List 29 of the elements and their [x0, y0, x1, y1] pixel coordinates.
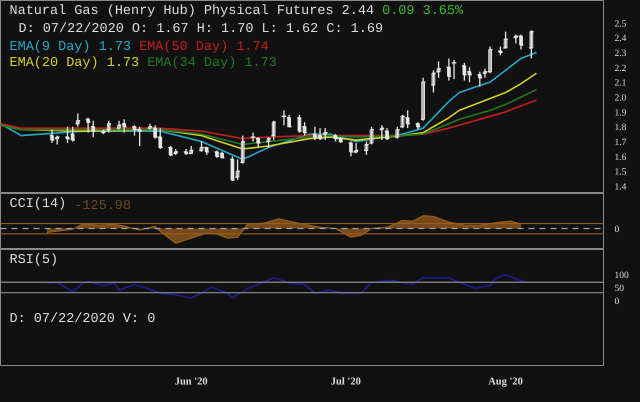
annotation: 0.09 3.65%	[382, 4, 464, 19]
chart-title: Natural Gas (Henry Hub) Physical Futures 2.44	[10, 4, 374, 19]
x-tick-label: Jun '20	[174, 376, 208, 388]
y-tick-label: 1.6	[614, 152, 627, 163]
y-tick-label: 100	[614, 270, 629, 281]
text: EMA(9 Day) 1.73	[10, 40, 132, 55]
y-tick-label: 50	[614, 284, 624, 294]
y-tick-label: 1.4	[614, 182, 627, 193]
y-tick-label: 2.1	[614, 78, 627, 89]
text: EMA(34 Day) 1.73	[147, 56, 277, 71]
y-tick-label: 2.0	[614, 94, 627, 104]
x-tick-label: Aug '20	[488, 376, 523, 388]
y-tick-label: 2.4	[614, 34, 627, 44]
x-tick-label: Jul '20	[330, 376, 361, 388]
y-tick-label: 1.5	[614, 168, 627, 178]
y-tick-label: 0	[614, 296, 620, 307]
annotation: D: 07/22/2020 V: 0	[10, 312, 156, 327]
y-tick-label: 2.5	[614, 19, 627, 30]
text: -125.98	[74, 199, 132, 214]
annotation: D: 07/22/2020 O: 1.67 H: 1.70 L: 1.62 C: 1.69	[18, 22, 384, 37]
y-tick-label: 1.9	[614, 108, 627, 118]
y-tick-label: 2.3	[614, 48, 627, 59]
y-tick-label: 1.7	[614, 138, 627, 148]
text: EMA(20 Day) 1.73	[10, 56, 140, 71]
y-tick-label: 2.2	[614, 64, 627, 74]
chart-title: CCI(14)	[10, 197, 66, 212]
text: EMA(50 Day) 1.74	[139, 40, 269, 55]
y-tick-label: 1.8	[614, 123, 627, 134]
chart-title: RSI(5)	[10, 253, 58, 268]
